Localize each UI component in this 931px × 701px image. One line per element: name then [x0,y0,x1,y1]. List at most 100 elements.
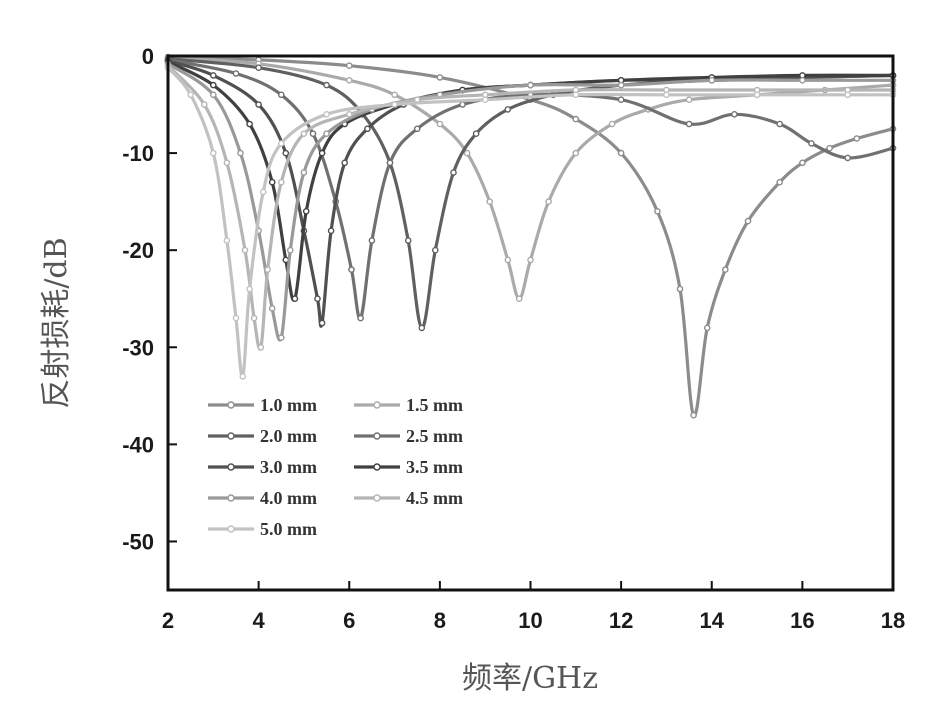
data-point [437,121,442,126]
legend-item: 3.0 mm [208,457,317,477]
data-point [279,180,284,185]
legend-item: 4.0 mm [208,488,317,508]
legend-label: 3.0 mm [260,457,317,477]
y-tick-label: -50 [122,529,154,554]
data-point [270,180,275,185]
legend-marker [374,464,380,470]
legend-item: 5.0 mm [208,519,317,539]
legend-item: 2.5 mm [354,426,463,446]
legend-marker [228,433,234,439]
y-axis-label: 反射损耗/dB [39,237,74,408]
data-point [347,78,352,83]
data-point [406,238,411,243]
legend-marker [228,464,234,470]
data-point [320,320,325,325]
x-tick-label: 18 [881,608,905,633]
x-tick-label: 6 [343,608,355,633]
data-point [433,248,438,253]
data-point [687,121,692,126]
series-line [168,57,893,416]
data-point [619,97,624,102]
x-tick-label: 14 [700,608,725,633]
x-tick-label: 8 [434,608,446,633]
data-point [392,102,397,107]
data-point [256,102,261,107]
data-point [474,131,479,136]
data-point [517,296,522,301]
legend-label: 1.5 mm [406,395,463,415]
data-point [619,83,624,88]
data-point [233,316,238,321]
data-point [528,257,533,262]
data-point [528,83,533,88]
data-point [310,131,315,136]
data-point [304,209,309,214]
data-point [619,151,624,156]
data-point [460,102,465,107]
legend: 1.0 mm 1.5 mm 2.0 mm 2.5 mm 3.0 mm 3.5 mm 4.0 … [208,395,463,539]
legend-item: 2.0 mm [208,426,317,446]
x-tick-label: 10 [518,608,542,633]
y-tick-label: -30 [122,335,154,360]
data-point [202,102,207,107]
data-point [777,180,782,185]
data-point [505,257,510,262]
data-point [546,199,551,204]
data-point [854,136,859,141]
legend-label: 5.0 mm [260,519,317,539]
x-tick-label: 16 [790,608,814,633]
data-point [465,151,470,156]
legend-marker [374,433,380,439]
data-point [320,151,325,156]
data-point [301,131,306,136]
data-point [745,219,750,224]
data-point [437,75,442,80]
data-point [279,141,284,146]
data-point [369,238,374,243]
data-point [573,151,578,156]
legend-label: 3.5 mm [406,457,463,477]
legend-label: 4.5 mm [406,488,463,508]
data-point [655,209,660,214]
data-point [240,374,245,379]
data-point [800,160,805,165]
legend-item: 3.5 mm [354,457,463,477]
x-tick-label: 4 [253,608,266,633]
data-point [283,151,288,156]
data-point [211,92,216,97]
x-axis-label: 频率/GHz [462,661,598,696]
data-point [392,92,397,97]
data-point [188,92,193,97]
data-point [247,286,252,291]
data-point [265,267,270,272]
data-point [315,296,320,301]
data-point [687,97,692,102]
legend-item: 1.5 mm [354,395,463,415]
data-point [242,248,247,253]
data-point [358,316,363,321]
data-point [483,97,488,102]
data-point [691,413,696,418]
data-point [279,335,284,340]
data-point [233,71,238,76]
data-point [211,83,216,88]
data-point [732,112,737,117]
data-point [845,92,850,97]
legend-marker [228,402,234,408]
data-point [224,160,229,165]
data-point [845,155,850,160]
data-point [211,151,216,156]
data-point [288,248,293,253]
legend-label: 1.0 mm [260,395,317,415]
data-point [347,63,352,68]
data-point [270,306,275,311]
y-tick-label: -40 [122,432,154,457]
data-point [238,151,243,156]
data-point [809,141,814,146]
data-point [664,92,669,97]
data-point [723,267,728,272]
data-point [324,131,329,136]
data-point [252,316,257,321]
data-point [224,238,229,243]
